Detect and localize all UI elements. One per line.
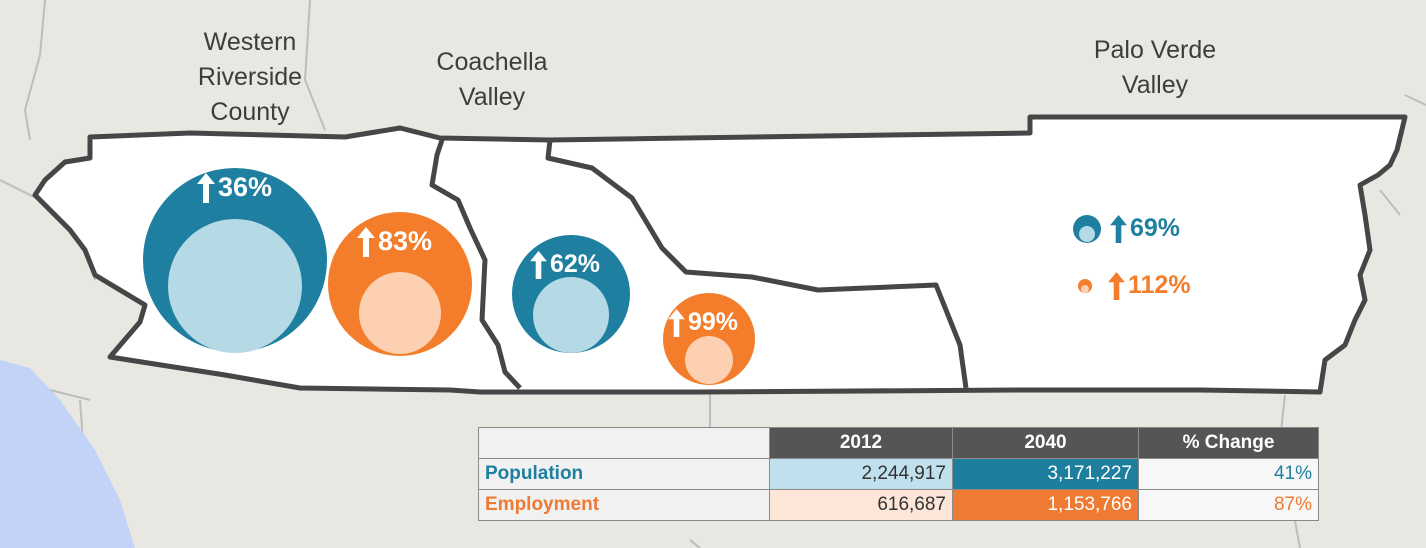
region-label-palo-verde-valley: Palo Verde Valley: [1093, 36, 1217, 99]
table-header-2040: 2040: [952, 427, 1139, 459]
employment-change-cell: 87%: [1138, 489, 1319, 521]
region-label-coachella-valley: Coachella Valley: [436, 48, 548, 111]
growth-label-paloverde-population: 69%: [1110, 214, 1180, 243]
growth-label-western-employment: 83%: [357, 226, 432, 257]
subregion-boundaries: [429, 139, 969, 390]
region-label-western-riverside: Western Riverside County: [197, 28, 303, 126]
population-2040-cell: 3,171,227: [952, 458, 1139, 490]
paloverde-employment-2012-bubble: [1081, 285, 1089, 293]
table-header-row: 2012 2040 % Change: [478, 427, 1319, 459]
ocean-area: [0, 360, 135, 548]
growth-label-paloverde-employment: 112%: [1108, 271, 1191, 300]
growth-label-coachella-population: 62%: [530, 250, 600, 279]
growth-label-coachella-employment: 99%: [668, 308, 738, 337]
growth-summary-table: 2012 2040 % Change Population 2,244,917 …: [478, 427, 1319, 521]
growth-label-western-population: 36%: [197, 172, 272, 203]
table-header-change: % Change: [1138, 427, 1319, 459]
row-label-population: Population: [478, 458, 770, 490]
western-population-2012-bubble: [168, 219, 302, 353]
population-2012-cell: 2,244,917: [769, 458, 953, 490]
up-arrow-icon: [668, 308, 685, 337]
up-arrow-icon: [1108, 271, 1125, 300]
table-row-employment: Employment 616,687 1,153,766 87%: [478, 489, 1319, 521]
up-arrow-icon: [197, 172, 215, 203]
coachella-employment-2012-bubble: [685, 336, 733, 384]
table-header-2012: 2012: [769, 427, 953, 459]
up-arrow-icon: [1110, 214, 1127, 243]
up-arrow-icon: [530, 250, 547, 279]
western-employment-2012-bubble: [359, 272, 441, 354]
coachella-population-2012-bubble: [533, 277, 609, 353]
table-header-blank: [478, 427, 770, 459]
population-change-cell: 41%: [1138, 458, 1319, 490]
employment-2012-cell: 616,687: [769, 489, 953, 521]
paloverde-population-2012-bubble: [1079, 226, 1095, 242]
employment-2040-cell: 1,153,766: [952, 489, 1139, 521]
growth-bubbles: [143, 168, 1101, 385]
table-row-population: Population 2,244,917 3,171,227 41%: [478, 458, 1319, 490]
up-arrow-icon: [357, 226, 375, 257]
row-label-employment: Employment: [478, 489, 770, 521]
